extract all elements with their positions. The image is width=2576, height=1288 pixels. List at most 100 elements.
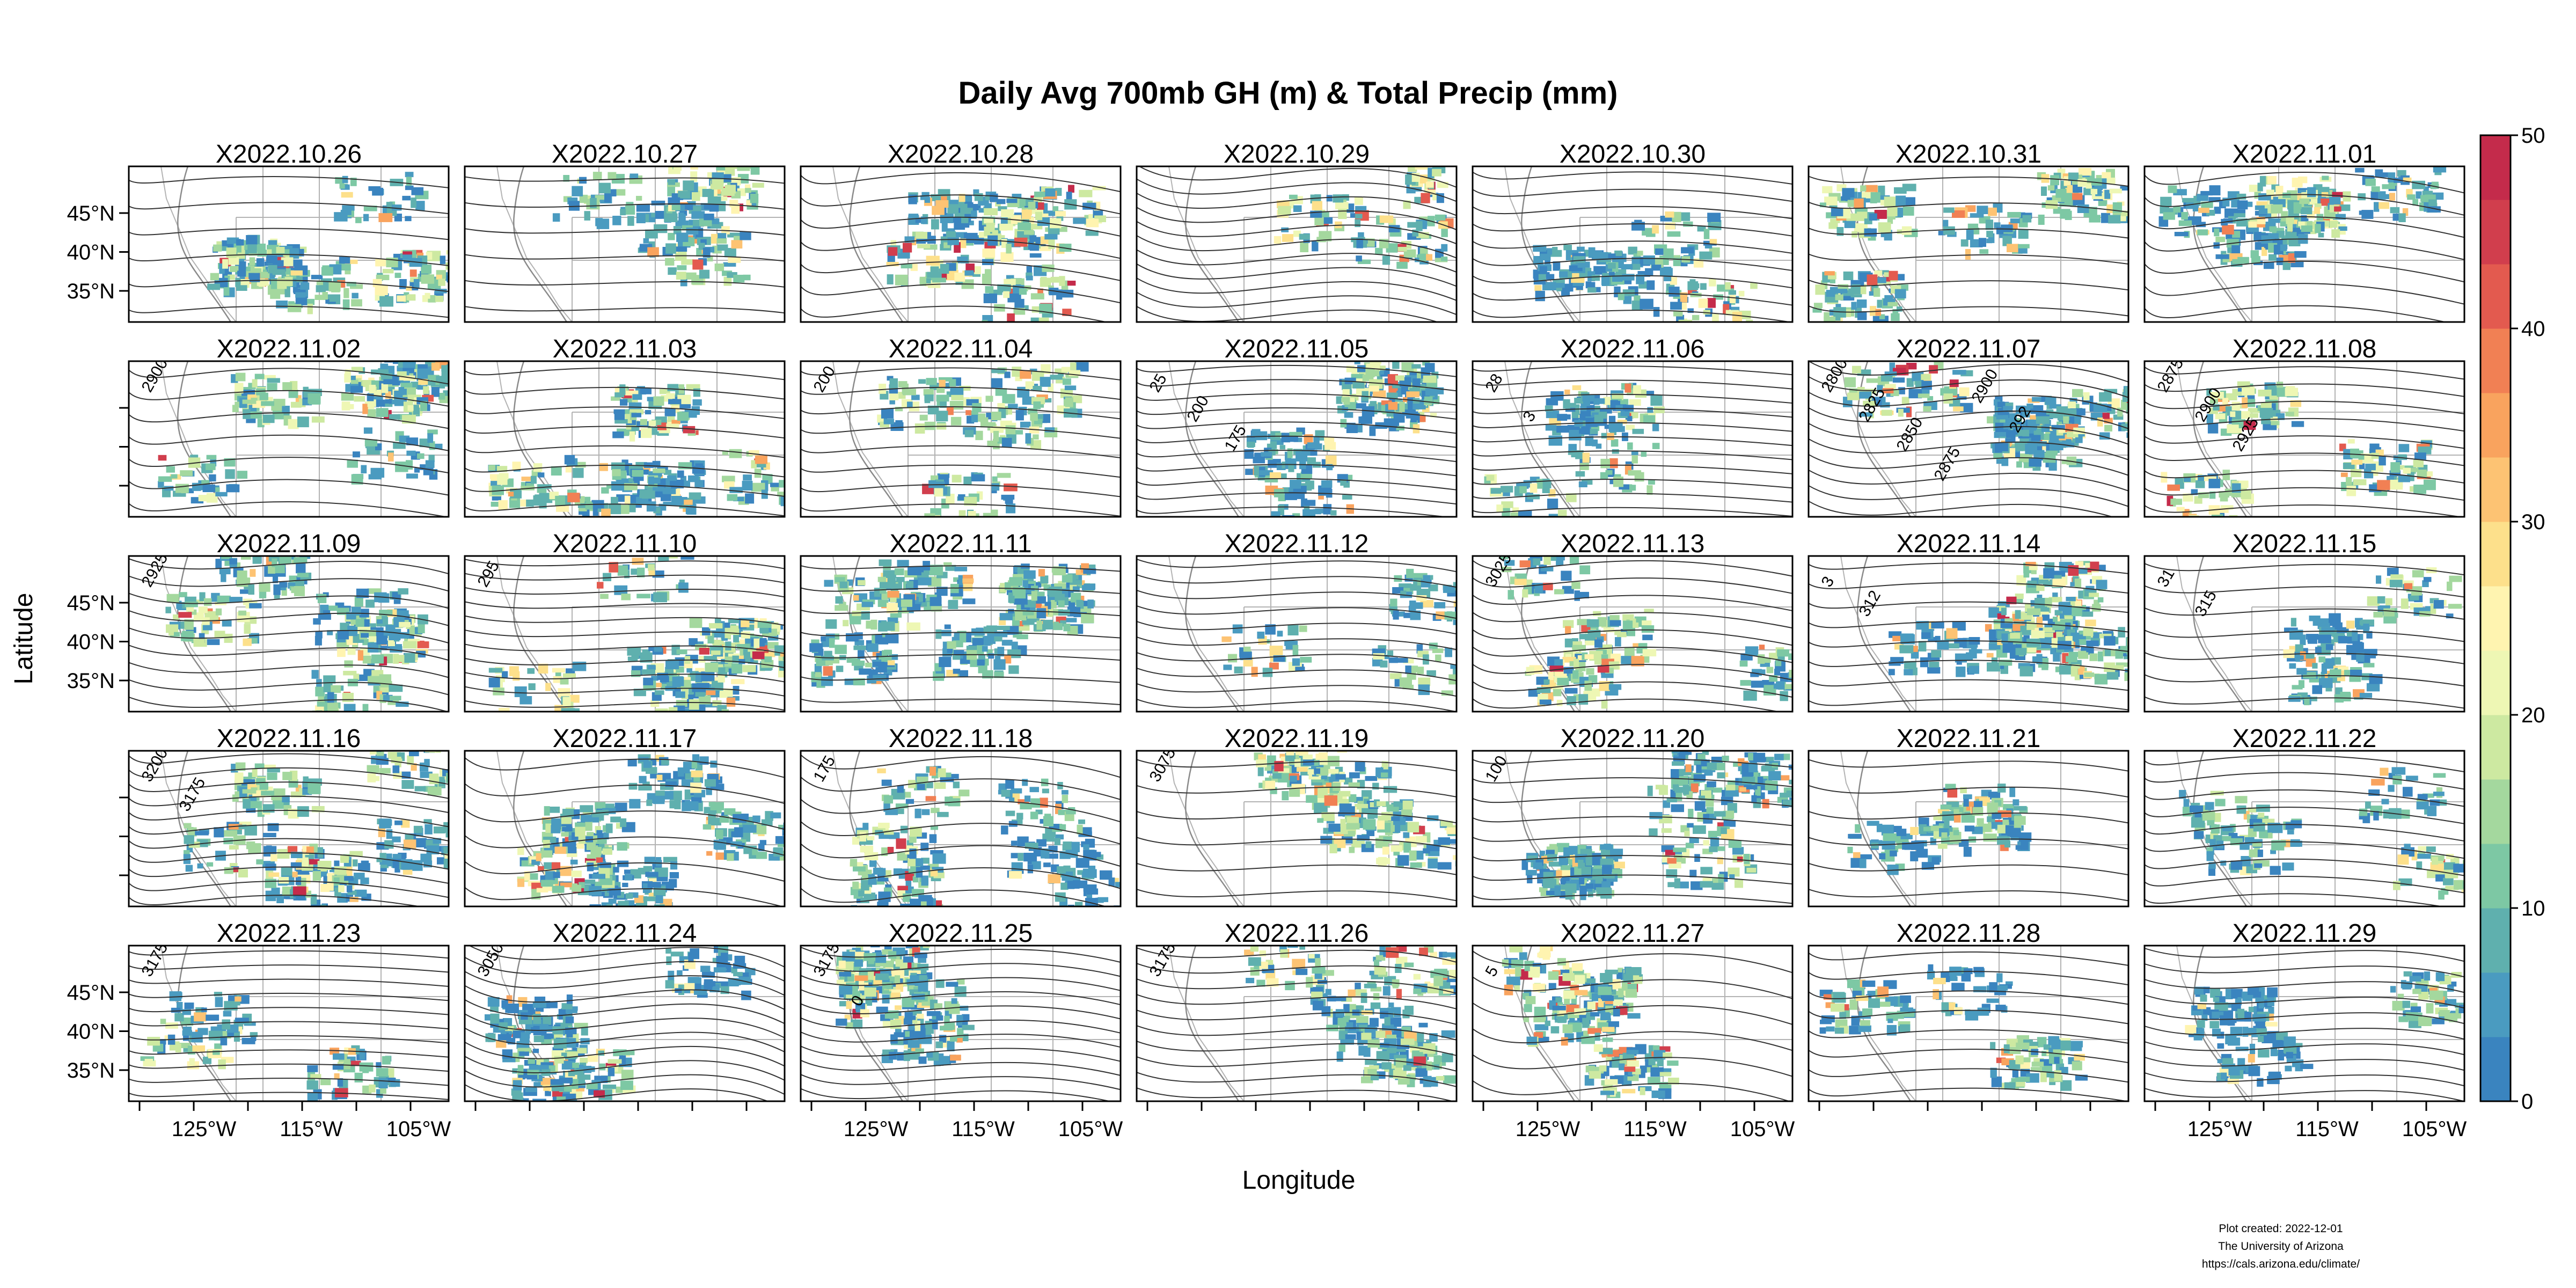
panel-title: X2022.11.25 — [889, 919, 1033, 948]
gh-contours — [801, 172, 1121, 322]
precip-field — [517, 754, 785, 906]
map-content: 3175 — [129, 946, 449, 1101]
colorbar-segment — [2480, 200, 2511, 265]
gh-contours — [801, 565, 1121, 706]
gh-contours — [1137, 166, 1457, 322]
panel-frame — [1472, 945, 1794, 1102]
panel-frame — [128, 165, 450, 323]
map-panel: X2022.11.22 — [2143, 724, 2465, 908]
gh-contours — [1137, 759, 1457, 902]
gh-contours — [801, 946, 1121, 1101]
precip-field — [877, 362, 1089, 517]
panel-frame — [2143, 165, 2465, 323]
panel-title: X2022.11.14 — [1897, 530, 2041, 558]
panel-title: X2022.11.23 — [217, 919, 361, 948]
coastline — [1185, 946, 1240, 1101]
panel-title: X2022.10.28 — [888, 140, 1034, 169]
map-content — [129, 166, 449, 322]
panel-title: X2022.11.17 — [553, 724, 697, 753]
precip-field — [2185, 971, 2464, 1087]
panel-frame — [464, 945, 786, 1102]
gh-contours — [801, 754, 1121, 906]
gh-contours — [465, 367, 785, 517]
map-content — [465, 361, 785, 517]
precip-field — [2283, 567, 2462, 706]
precip-field — [158, 361, 449, 504]
panel-frame — [800, 750, 1122, 908]
gh-contours — [129, 368, 449, 517]
gh-contours — [465, 559, 785, 711]
panel-frame — [1807, 165, 2129, 323]
map-content — [1473, 166, 1792, 322]
x-tick-label: 125°W — [1516, 1117, 1580, 1141]
panel-title: X2022.11.09 — [217, 530, 361, 558]
panel-frame — [1472, 750, 1794, 908]
contour-label: 25 — [1146, 371, 1170, 395]
panel-frame — [1472, 555, 1794, 713]
precip-field — [140, 991, 400, 1101]
map-content: 283 — [1473, 361, 1792, 517]
map-content: 200 — [801, 361, 1121, 517]
map-content — [1137, 166, 1457, 322]
x-tick-label: 115°W — [2295, 1117, 2359, 1141]
x-tick-label: 115°W — [952, 1117, 1015, 1141]
panel-frame — [1136, 165, 1458, 323]
panel-title: X2022.11.21 — [1897, 724, 2041, 753]
chart-title: Daily Avg 700mb GH (m) & Total Precip (m… — [958, 76, 1618, 111]
colorbar-segment — [2480, 135, 2511, 200]
panel-frame — [128, 945, 450, 1102]
x-tick-label: 125°W — [172, 1117, 237, 1141]
state-boundaries — [2176, 361, 2464, 517]
precip-field — [850, 766, 1121, 906]
gh-contours — [1137, 558, 1457, 712]
panel-title: X2022.11.13 — [1561, 530, 1705, 558]
gh-contours — [1809, 759, 2128, 902]
state-boundaries — [2176, 751, 2464, 906]
panel-title: X2022.10.31 — [1896, 140, 2041, 169]
coastline — [1857, 751, 1912, 906]
credits: Plot created: 2022-12-01 The University … — [2174, 1220, 2388, 1273]
y-tick-label: 45°N — [67, 591, 115, 615]
panel-title: X2022.11.10 — [553, 530, 697, 558]
panel-title: X2022.11.02 — [217, 335, 361, 363]
map-content — [1809, 751, 2128, 906]
gh-contours — [129, 175, 449, 318]
panel-title: X2022.10.27 — [552, 140, 698, 169]
panel-frame — [2143, 360, 2465, 518]
panel-title: X2022.11.11 — [889, 530, 1031, 558]
panel-frame — [800, 555, 1122, 713]
gh-contours — [1473, 758, 1792, 904]
map-panel: X2022.10.28 — [800, 140, 1122, 323]
y-tick-label: 45°N — [67, 202, 115, 225]
precip-field — [1502, 946, 1679, 1099]
map-panel: X2022.11.11 — [800, 530, 1122, 713]
x-axis-label: Longitude — [1242, 1166, 1356, 1195]
panel-title: X2022.11.12 — [1225, 530, 1369, 558]
gh-contours — [1809, 361, 2128, 517]
map-panel: X2022.10.29 — [1136, 140, 1458, 323]
gh-contours — [1137, 947, 1457, 1101]
contour-label: 5 — [1482, 963, 1502, 980]
y-tick-label: 40°N — [67, 241, 115, 265]
panel-frame — [1807, 750, 2129, 908]
y-tick-label: 35°N — [67, 1059, 115, 1082]
map-content: 295 — [465, 556, 785, 712]
colorbar-segment — [2480, 844, 2511, 909]
map-content — [1809, 166, 2128, 322]
x-tick-label: 105°W — [2402, 1117, 2467, 1141]
credit-url[interactable]: https://cals.arizona.edu/climate/ — [2201, 1258, 2360, 1270]
panel-title: X2022.11.24 — [553, 919, 697, 948]
panel-title: X2022.11.06 — [1561, 335, 1705, 363]
panel-title: X2022.11.01 — [2233, 140, 2377, 169]
gh-contours — [129, 950, 449, 1100]
map-panel: X2022.10.30 — [1472, 140, 1794, 323]
